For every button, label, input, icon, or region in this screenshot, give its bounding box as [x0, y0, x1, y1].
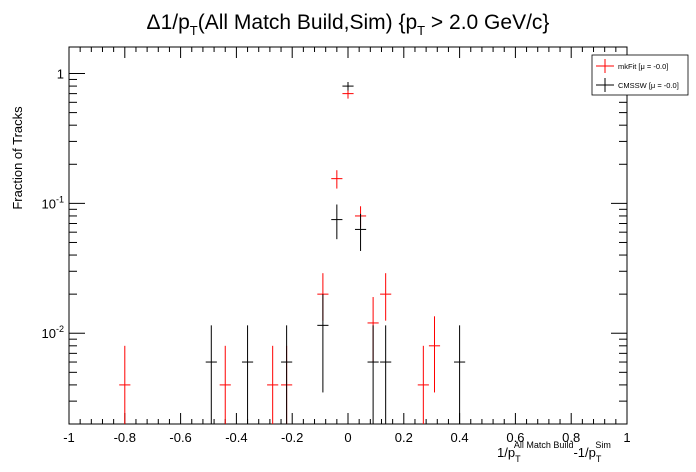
chart-title: Δ1/pT(All Match Build,Sim) {pT > 2.0 GeV… — [147, 11, 550, 38]
title-delta: Δ1/p — [147, 11, 190, 34]
legend: mkFit [μ = -0.0] CMSSW [μ = -0.0] — [591, 54, 689, 96]
x-tick-label: -0.4 — [225, 430, 247, 445]
x-tick-label: 1 — [623, 430, 630, 445]
y-tick-label: 10-2 — [42, 324, 64, 341]
plot-frame — [68, 46, 628, 425]
legend-label-cmssw: CMSSW [μ = -0.0] — [618, 81, 679, 90]
series-mkfit — [119, 88, 441, 424]
data-layer — [119, 82, 466, 424]
title-subscript-t: T — [190, 23, 198, 38]
legend-box — [591, 54, 689, 96]
x-tick-label: 0.8 — [562, 430, 580, 445]
x-tick-label: -1 — [63, 430, 75, 445]
title-subscript-t2: T — [417, 23, 425, 38]
xlabel-a-sub: T — [515, 454, 521, 464]
y-tick-label: 1 — [57, 67, 64, 82]
xlabel-b-sub: T — [596, 454, 602, 464]
title-tail: > 2.0 GeV/c} — [425, 11, 549, 34]
x-tick-label: 0.4 — [451, 430, 469, 445]
axes-layer: -1 -0.8 -0.6 -0.4 -0.2 0 0.2 0.4 0.6 0.8 1 1 10-1 10-… — [42, 47, 631, 445]
x-tick-label: 0.6 — [506, 430, 524, 445]
series-cmssw — [205, 82, 466, 424]
y-tick-label: 10-1 — [42, 194, 64, 211]
xlabel-b: -1/p — [573, 445, 595, 460]
xlabel-b-sup: Sim — [595, 440, 611, 450]
x-tick-label: 0.2 — [395, 430, 413, 445]
x-tick-label: -0.8 — [114, 430, 136, 445]
title-middle: (All Match Build,Sim) {p — [198, 11, 417, 34]
y-axis-label: Fraction of Tracks — [10, 106, 25, 210]
x-tick-label: -0.2 — [281, 430, 303, 445]
x-tick-label: 0 — [344, 430, 351, 445]
x-tick-label: -0.6 — [169, 430, 191, 445]
xlabel-a: 1/p — [497, 445, 515, 460]
xlabel-a-sup: All Match Build — [514, 440, 574, 450]
legend-label-mkfit: mkFit [μ = -0.0] — [618, 62, 668, 71]
x-axis-label: 1/pTAll Match Build-1/pTSim — [497, 440, 611, 464]
